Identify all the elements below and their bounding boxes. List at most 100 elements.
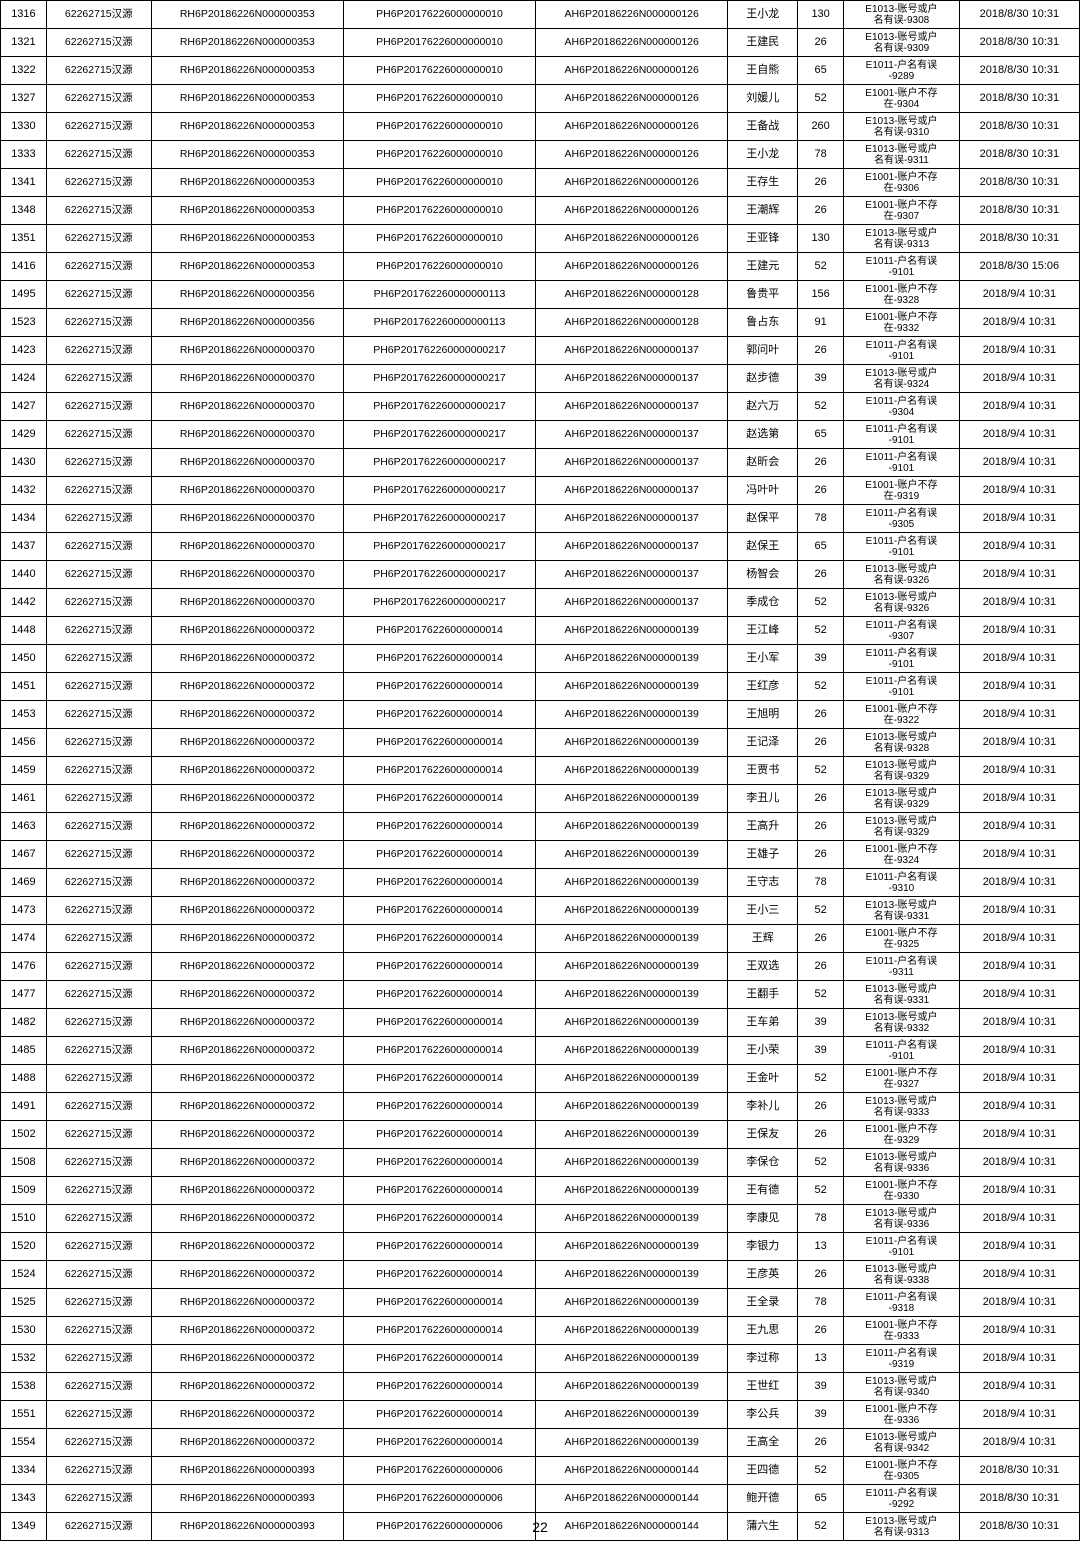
cell-id: 1434 — [1, 505, 47, 533]
cell-a: AH6P20186226N000000139 — [536, 953, 728, 981]
cell-name: 王高全 — [728, 1429, 798, 1457]
cell-name: 王金叶 — [728, 1065, 798, 1093]
cell-r: RH6P20186226N000000372 — [151, 1093, 343, 1121]
cell-a: AH6P20186226N000000137 — [536, 505, 728, 533]
cell-dt: 2018/9/4 10:31 — [959, 925, 1079, 953]
data-table-container: 131662262715汉源RH6P20186226N000000353PH6P… — [0, 0, 1080, 1541]
cell-name: 郭问叶 — [728, 337, 798, 365]
cell-p: PH6P201762260000000217 — [343, 561, 535, 589]
cell-dt: 2018/8/30 10:31 — [959, 169, 1079, 197]
cell-name: 王小龙 — [728, 1, 798, 29]
cell-name: 王小军 — [728, 645, 798, 673]
table-row: 147662262715汉源RH6P20186226N000000372PH6P… — [1, 953, 1080, 981]
cell-err: E1001-账户不存在-9329 — [844, 1121, 960, 1149]
cell-amt: 65 — [798, 533, 844, 561]
cell-dt: 2018/9/4 10:31 — [959, 505, 1079, 533]
cell-org: 62262715汉源 — [46, 169, 151, 197]
table-row: 148562262715汉源RH6P20186226N000000372PH6P… — [1, 1037, 1080, 1065]
cell-r: RH6P20186226N000000370 — [151, 365, 343, 393]
cell-dt: 2018/9/4 10:31 — [959, 1149, 1079, 1177]
cell-r: RH6P20186226N000000372 — [151, 1205, 343, 1233]
cell-name: 冯叶叶 — [728, 477, 798, 505]
cell-id: 1508 — [1, 1149, 47, 1177]
cell-r: RH6P20186226N000000372 — [151, 1289, 343, 1317]
cell-a: AH6P20186226N000000139 — [536, 1345, 728, 1373]
cell-p: PH6P20176226000000014 — [343, 701, 535, 729]
cell-p: PH6P201762260000000217 — [343, 477, 535, 505]
cell-org: 62262715汉源 — [46, 953, 151, 981]
cell-a: AH6P20186226N000000139 — [536, 925, 728, 953]
cell-name: 蒲六生 — [728, 1513, 798, 1541]
cell-org: 62262715汉源 — [46, 1457, 151, 1485]
cell-org: 62262715汉源 — [46, 337, 151, 365]
cell-dt: 2018/9/4 10:31 — [959, 1093, 1079, 1121]
cell-org: 62262715汉源 — [46, 477, 151, 505]
cell-p: PH6P201762260000000217 — [343, 337, 535, 365]
cell-err: E1011-户名有误-9310 — [844, 869, 960, 897]
cell-amt: 65 — [798, 57, 844, 85]
cell-r: RH6P20186226N000000356 — [151, 281, 343, 309]
cell-a: AH6P20186226N000000126 — [536, 225, 728, 253]
cell-name: 李丑儿 — [728, 785, 798, 813]
cell-a: AH6P20186226N000000139 — [536, 673, 728, 701]
cell-dt: 2018/9/4 10:31 — [959, 1177, 1079, 1205]
cell-id: 1524 — [1, 1261, 47, 1289]
cell-id: 1520 — [1, 1233, 47, 1261]
cell-r: RH6P20186226N000000372 — [151, 617, 343, 645]
cell-r: RH6P20186226N000000372 — [151, 1317, 343, 1345]
cell-err: E1001-账户不存在-9336 — [844, 1401, 960, 1429]
cell-err: E1013-账号或户名有误-9336 — [844, 1149, 960, 1177]
cell-p: PH6P20176226000000014 — [343, 1429, 535, 1457]
cell-dt: 2018/9/4 10:31 — [959, 1429, 1079, 1457]
cell-a: AH6P20186226N000000139 — [536, 813, 728, 841]
cell-a: AH6P20186226N000000137 — [536, 337, 728, 365]
cell-name: 王守志 — [728, 869, 798, 897]
cell-id: 1491 — [1, 1093, 47, 1121]
cell-name: 李公兵 — [728, 1401, 798, 1429]
cell-amt: 65 — [798, 421, 844, 449]
cell-err: E1001-账户不存在-9328 — [844, 281, 960, 309]
cell-org: 62262715汉源 — [46, 225, 151, 253]
cell-err: E1013-账号或户名有误-9331 — [844, 897, 960, 925]
cell-name: 王小荣 — [728, 1037, 798, 1065]
cell-org: 62262715汉源 — [46, 1121, 151, 1149]
cell-name: 王四德 — [728, 1457, 798, 1485]
cell-name: 王保友 — [728, 1121, 798, 1149]
cell-name: 王贾书 — [728, 757, 798, 785]
cell-a: AH6P20186226N000000139 — [536, 1401, 728, 1429]
cell-name: 刘媛儿 — [728, 85, 798, 113]
cell-dt: 2018/9/4 10:31 — [959, 617, 1079, 645]
cell-dt: 2018/8/30 10:31 — [959, 1, 1079, 29]
cell-amt: 26 — [798, 701, 844, 729]
cell-name: 王红彦 — [728, 673, 798, 701]
cell-r: RH6P20186226N000000353 — [151, 29, 343, 57]
cell-name: 赵六万 — [728, 393, 798, 421]
table-row: 134162262715汉源RH6P20186226N000000353PH6P… — [1, 169, 1080, 197]
cell-id: 1450 — [1, 645, 47, 673]
cell-dt: 2018/8/30 10:31 — [959, 1513, 1079, 1541]
cell-p: PH6P20176226000000010 — [343, 113, 535, 141]
cell-a: AH6P20186226N000000139 — [536, 1289, 728, 1317]
cell-id: 1321 — [1, 29, 47, 57]
cell-p: PH6P201762260000000113 — [343, 309, 535, 337]
table-row: 147362262715汉源RH6P20186226N000000372PH6P… — [1, 897, 1080, 925]
table-row: 143062262715汉源RH6P20186226N000000370PH6P… — [1, 449, 1080, 477]
cell-id: 1477 — [1, 981, 47, 1009]
cell-org: 62262715汉源 — [46, 785, 151, 813]
cell-err: E1013-账号或户名有误-9326 — [844, 589, 960, 617]
cell-err: E1001-账户不存在-9327 — [844, 1065, 960, 1093]
cell-name: 王有德 — [728, 1177, 798, 1205]
cell-amt: 65 — [798, 1485, 844, 1513]
cell-amt: 52 — [798, 253, 844, 281]
table-row: 132762262715汉源RH6P20186226N000000353PH6P… — [1, 85, 1080, 113]
cell-org: 62262715汉源 — [46, 813, 151, 841]
cell-id: 1330 — [1, 113, 47, 141]
table-row: 145962262715汉源RH6P20186226N000000372PH6P… — [1, 757, 1080, 785]
cell-name: 季成仓 — [728, 589, 798, 617]
cell-p: PH6P201762260000000217 — [343, 589, 535, 617]
cell-org: 62262715汉源 — [46, 1317, 151, 1345]
cell-id: 1351 — [1, 225, 47, 253]
cell-dt: 2018/8/30 10:31 — [959, 197, 1079, 225]
cell-org: 62262715汉源 — [46, 505, 151, 533]
cell-p: PH6P201762260000000113 — [343, 281, 535, 309]
